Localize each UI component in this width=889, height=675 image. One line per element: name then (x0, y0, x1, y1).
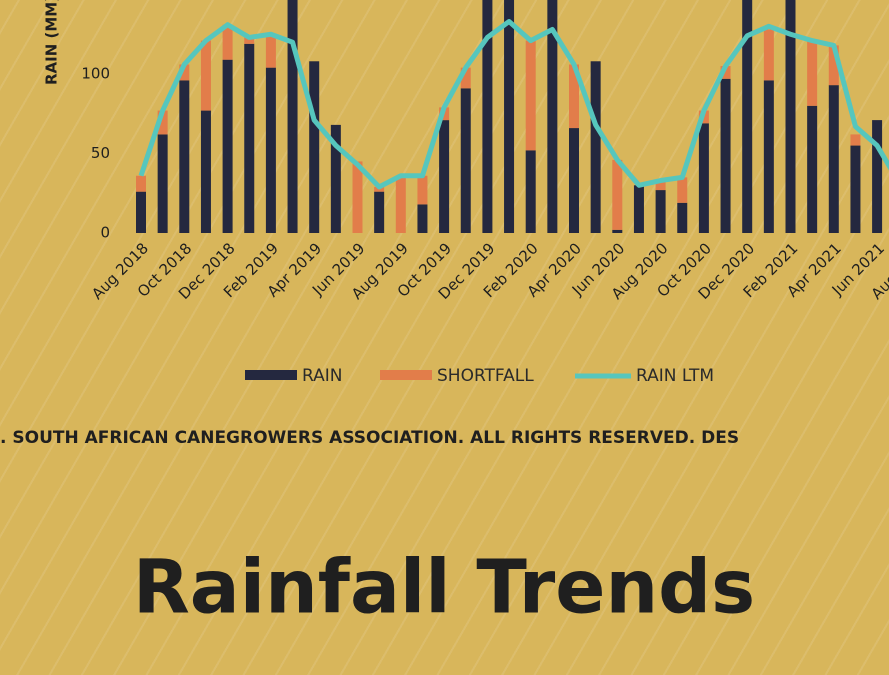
line-series (138, 19, 889, 190)
bar-segment (807, 40, 818, 106)
bar-segment (200, 110, 211, 233)
bar-segment (460, 67, 471, 89)
bar-segment (157, 134, 168, 233)
bar-segment (417, 175, 428, 205)
bar-segment (265, 67, 276, 233)
bar-segment (828, 45, 839, 86)
bar-segment (482, 0, 493, 233)
bar-segment (742, 0, 753, 233)
bar-segment (330, 124, 341, 233)
bar-segment (677, 202, 688, 233)
bar-segment (525, 150, 536, 233)
bar-segment (785, 0, 796, 233)
bar-segment (633, 185, 644, 233)
bar-segment (222, 59, 233, 233)
y-axis-label: RAIN (MM) (43, 0, 61, 85)
bar-segment (352, 161, 363, 233)
bar-segment (395, 175, 406, 233)
y-tick-label: 50 (91, 144, 110, 162)
bar-segment (872, 120, 883, 233)
bar-segment (612, 229, 623, 233)
bar-segment (828, 85, 839, 233)
legend-swatch (380, 370, 432, 380)
bar-segment (590, 61, 601, 233)
bar-segment (569, 64, 579, 129)
bar-segment (439, 120, 450, 233)
bar-segment (655, 180, 666, 191)
bar-segment (460, 88, 471, 233)
bar-segment (807, 105, 818, 233)
bar-segment (136, 191, 146, 233)
y-tick-label: 100 (81, 65, 110, 83)
bar-segment (157, 110, 168, 135)
bar-segment (525, 40, 536, 151)
bar-segment (850, 145, 861, 233)
bar-segment (417, 204, 428, 233)
bar-segment (569, 128, 579, 233)
bar-segment (504, 0, 515, 233)
bar-segment (763, 80, 774, 233)
bar-segment (720, 78, 731, 234)
bar-segment (179, 64, 190, 81)
bar-segment (655, 190, 666, 233)
y-tick-label: 0 (100, 224, 110, 242)
bar-segment (612, 159, 623, 230)
bar-segment (698, 123, 709, 233)
bar-segment (222, 24, 233, 60)
bar-segment (179, 80, 190, 233)
bar-segment (200, 40, 211, 111)
legend-label: SHORTFALL (437, 366, 534, 386)
legend-label: RAIN (302, 366, 342, 386)
bar-segment (374, 191, 385, 233)
bar-segment (720, 66, 731, 79)
footer: . SOUTH AFRICAN CANEGROWERS ASSOCIATION.… (0, 428, 739, 448)
bar-segment (763, 29, 774, 81)
y-tick-label: 150 (81, 0, 110, 3)
bar-segment (547, 0, 558, 233)
bar-segment (244, 37, 255, 44)
bar-segment (309, 61, 320, 233)
bar-segment (244, 43, 255, 233)
heading: Rainfall Trends (133, 545, 755, 631)
legend-swatch (245, 370, 297, 380)
bar-segment (136, 175, 146, 192)
bar-segment (265, 34, 276, 68)
bar-segment (850, 134, 861, 146)
legend-label: RAIN LTM (636, 366, 714, 386)
bar-segment (677, 177, 688, 203)
bar-segment (287, 0, 298, 234)
